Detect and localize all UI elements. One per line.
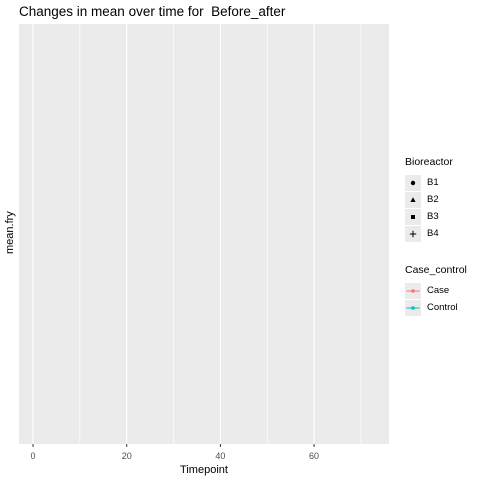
legend-label: B4 [427,228,439,239]
plot-panel [19,24,389,444]
x-tick-label: 20 [122,451,132,461]
x-axis-label: Timepoint [180,464,228,476]
legend-item-b2: B2 [405,191,453,208]
legend-item-b1: B1 [405,174,453,191]
plot-grid [32,24,362,444]
legend-item-b3: B3 [405,208,453,225]
triangle-icon [405,191,421,208]
legend-label: B2 [427,194,439,205]
circle-icon [405,174,421,191]
legend-item-control: Control [405,299,467,316]
legend-label: Case [427,285,450,296]
legend-item-case: Case [405,282,467,299]
x-tick-label: 40 [215,451,225,461]
legend-label: B1 [427,177,439,188]
legend-label: Control [427,302,458,313]
legend-title: Case_control [405,264,467,276]
y-axis-label: mean.fry [4,211,16,254]
legend-item-b4: B4 [405,225,453,242]
x-axis-ticks: 0 20 40 60 [31,444,319,461]
legend-title: Bioreactor [405,156,453,168]
square-icon [405,208,421,225]
chart-title: Changes in mean over time for Before_aft… [19,4,286,19]
legend-label: B3 [427,211,439,222]
x-tick-label: 0 [31,451,36,461]
x-axis: 0 20 40 60 [19,444,389,464]
legend-case-control: Case_control Case Control [405,264,467,316]
line-point-icon [405,299,421,316]
x-tick-label: 60 [309,451,319,461]
plus-icon [405,225,421,242]
line-point-icon [405,282,421,299]
legend-bioreactor: Bioreactor B1 B2 B3 B4 [405,156,453,242]
